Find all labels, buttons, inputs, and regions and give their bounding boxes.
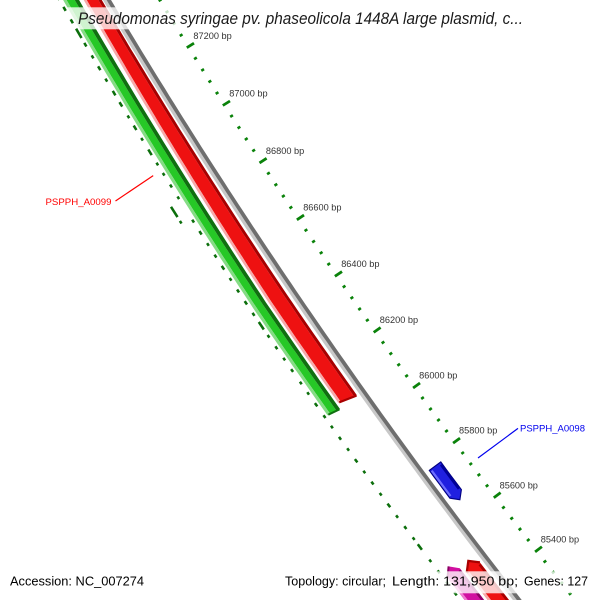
svg-text:85600 bp: 85600 bp [500, 480, 538, 490]
svg-text:PSPPH_A0098: PSPPH_A0098 [520, 424, 585, 435]
svg-text:86200 bp: 86200 bp [380, 315, 418, 325]
svg-text:Topology: circular;: Topology: circular; [285, 574, 386, 588]
svg-text:86000 bp: 86000 bp [419, 371, 457, 381]
svg-text:86400 bp: 86400 bp [341, 259, 379, 269]
svg-text:Pseudomonas syringae pv. phase: Pseudomonas syringae pv. phaseolicola 14… [78, 9, 523, 28]
svg-text:87000 bp: 87000 bp [229, 89, 267, 99]
svg-text:86600 bp: 86600 bp [303, 203, 341, 213]
svg-text:85400 bp: 85400 bp [541, 534, 579, 544]
svg-text:Length: 131,950 bp;: Length: 131,950 bp; [392, 574, 518, 588]
svg-text:PSPPH_A0099: PSPPH_A0099 [46, 197, 112, 208]
svg-text:87200 bp: 87200 bp [193, 31, 231, 41]
svg-text:85800 bp: 85800 bp [459, 426, 497, 436]
svg-text:Genes: 127: Genes: 127 [524, 574, 588, 588]
svg-text:Accession: NC_007274: Accession: NC_007274 [10, 574, 144, 588]
svg-text:86800 bp: 86800 bp [266, 146, 304, 156]
